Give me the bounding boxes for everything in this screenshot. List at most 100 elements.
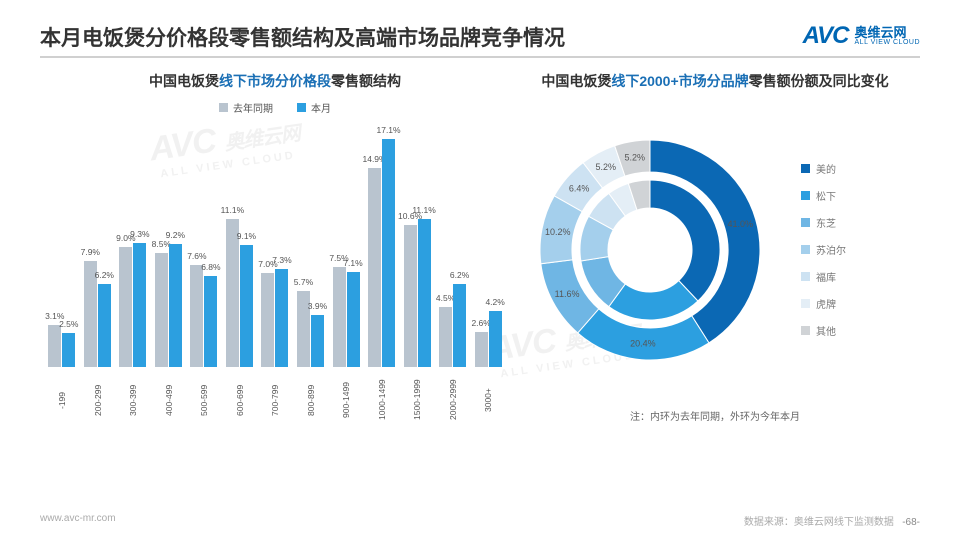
x-axis-label: 1000-1499 — [365, 375, 399, 425]
bar-group: 4.5%6.2% — [436, 127, 470, 367]
title-underline — [40, 56, 920, 58]
bar-last: 14.9% — [368, 168, 381, 367]
donut-chart-panel: 中国电饭煲线下2000+市场分品牌零售额份额及同比变化 41.0%20.4%11… — [510, 72, 920, 500]
bar-last: 7.6% — [190, 265, 203, 366]
bar-group: 3.1%2.5% — [45, 127, 79, 367]
legend-item: 去年同期 — [219, 100, 273, 115]
legend-item: 东芝 — [801, 215, 846, 230]
bar-group: 7.6%6.8% — [187, 127, 221, 367]
bar-curr: 7.1% — [347, 272, 360, 367]
donut-segment-label: 5.2% — [595, 162, 616, 172]
bar-group: 2.6%4.2% — [471, 127, 505, 367]
donut-chart-title: 中国电饭煲线下2000+市场分品牌零售额份额及同比变化 — [541, 72, 888, 92]
bar-curr: 6.2% — [98, 284, 111, 367]
bar-last: 7.0% — [261, 273, 274, 366]
footer: www.avc-mr.com 数据来源：奥维云网线下监测数据 -68- — [40, 513, 920, 528]
donut-note: 注：内环为去年同期，外环为今年本月 — [630, 408, 800, 423]
legend-swatch-icon — [801, 299, 810, 308]
legend-item: 苏泊尔 — [801, 242, 846, 257]
donut-segment-label: 6.4% — [569, 183, 590, 193]
legend-item: 本月 — [297, 100, 331, 115]
bar-curr: 9.1% — [240, 245, 253, 366]
logo-en: ALL VIEW CLOUD — [855, 39, 920, 46]
bar-group: 8.5%9.2% — [152, 127, 186, 367]
x-axis-label: 600-699 — [223, 375, 257, 425]
donut-segment-label: 41.0% — [728, 218, 754, 228]
bar-group: 11.1%9.1% — [223, 127, 257, 367]
logo-cn: 奥维云网 — [855, 26, 920, 39]
bar-last: 8.5% — [155, 253, 168, 366]
bar-value-label: 2.5% — [59, 319, 78, 329]
x-axis-label: 2000-2999 — [436, 375, 470, 425]
footer-url: www.avc-mr.com — [40, 513, 116, 528]
x-axis-label: 1500-1999 — [400, 375, 434, 425]
legend-swatch-icon — [801, 191, 810, 200]
header: 本月电饭煲分价格段零售额结构及高端市场品牌竞争情况 AVC 奥维云网 ALL V… — [40, 22, 920, 52]
bar-value-label: 4.2% — [485, 297, 504, 307]
footer-right: 数据来源：奥维云网线下监测数据 -68- — [744, 513, 920, 528]
bar-curr: 4.2% — [489, 311, 502, 367]
bar-group: 7.9% 6.2% — [81, 127, 115, 367]
legend-swatch-icon — [297, 103, 306, 112]
bar-value-label: 9.2% — [166, 230, 185, 240]
bar-group: 7.5%7.1% — [329, 127, 363, 367]
bar-value-label: 6.2% — [450, 270, 469, 280]
legend-label: 其他 — [816, 323, 836, 338]
donut-chart: 41.0%20.4%11.6%10.2%6.4%5.2%5.2% — [525, 120, 785, 380]
bar-curr: 9.2% — [169, 244, 182, 367]
legend-label: 虎牌 — [816, 296, 836, 311]
legend-label: 苏泊尔 — [816, 242, 846, 257]
bar-last: 10.6% — [404, 225, 417, 366]
legend-item: 福库 — [801, 269, 846, 284]
legend-swatch-icon — [801, 245, 810, 254]
bar-value-label: 7.9% — [81, 247, 100, 257]
bar-chart: 3.1%2.5%7.9%6.2%9.0%9.3%8.5%9.2%7.6%6.8%… — [45, 127, 505, 427]
donut-segment-label: 20.4% — [630, 338, 656, 348]
logo: AVC 奥维云网 ALL VIEW CLOUD — [803, 22, 920, 50]
x-axis-label: 500-599 — [187, 375, 221, 425]
x-axis-label: 400-499 — [152, 375, 186, 425]
logo-mark-icon: AVC — [803, 22, 849, 50]
bar-group: 10.6%11.1% — [400, 127, 434, 367]
bar-curr: 9.3% — [133, 243, 146, 367]
bar-group: 7.0%7.3% — [258, 127, 292, 367]
bar-value-label: 7.3% — [272, 255, 291, 265]
bar-last: 3.1% — [48, 325, 61, 366]
bar-chart-panel: 中国电饭煲线下市场分价格段零售额结构 去年同期本月 3.1%2.5%7.9%6.… — [40, 72, 510, 500]
legend-label: 本月 — [311, 100, 331, 115]
donut-segment-label: 10.2% — [545, 226, 571, 236]
content: 中国电饭煲线下市场分价格段零售额结构 去年同期本月 3.1%2.5%7.9%6.… — [40, 72, 920, 500]
x-axis-label: -199 — [45, 375, 79, 425]
bar-last: 7.5% — [333, 267, 346, 367]
bar-curr: 6.8% — [204, 276, 217, 367]
page-root: 本月电饭煲分价格段零售额结构及高端市场品牌竞争情况 AVC 奥维云网 ALL V… — [0, 0, 960, 540]
bar-curr: 6.2% — [453, 284, 466, 367]
bar-value-label: 17.1% — [376, 125, 400, 135]
legend-item: 其他 — [801, 323, 846, 338]
legend-item: 美的 — [801, 161, 846, 176]
bar-curr: 7.3% — [275, 269, 288, 366]
bar-curr: 2.5% — [62, 333, 75, 366]
page-number: -68- — [902, 517, 920, 528]
bar-last: 4.5% — [439, 307, 452, 367]
bar-value-label: 7.6% — [187, 251, 206, 261]
bar-group: 14.9%17.1% — [365, 127, 399, 367]
x-axis-label: 800-899 — [294, 375, 328, 425]
x-axis-label: 700-799 — [258, 375, 292, 425]
bar-value-label: 7.1% — [343, 258, 362, 268]
bar-curr: 11.1% — [418, 219, 431, 367]
bar-value-label: 11.1% — [412, 205, 435, 215]
legend-swatch-icon — [219, 103, 228, 112]
legend-label: 去年同期 — [233, 100, 273, 115]
legend-label: 美的 — [816, 161, 836, 176]
legend-swatch-icon — [801, 326, 810, 335]
bar-value-label: 5.7% — [294, 277, 313, 287]
bar-value-label: 3.9% — [308, 301, 327, 311]
legend-swatch-icon — [801, 164, 810, 173]
legend-swatch-icon — [801, 272, 810, 281]
legend-label: 福库 — [816, 269, 836, 284]
bar-last: 2.6% — [475, 332, 488, 367]
bar-curr: 17.1% — [382, 139, 395, 367]
x-axis-label: 900-1499 — [329, 375, 363, 425]
donut-segment-label: 5.2% — [624, 152, 645, 162]
